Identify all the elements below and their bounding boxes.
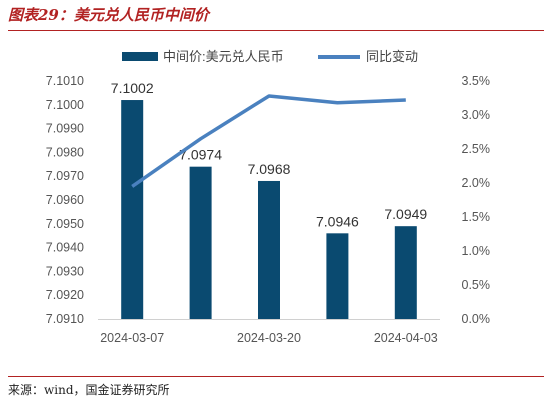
y-left-tick-label: 7.0920 [46,288,84,302]
bar-data-label: 7.0968 [248,161,291,177]
bar [326,233,349,319]
x-tick-label: 2024-04-03 [374,331,438,345]
legend-line-label: 同比变动 [366,49,418,64]
y-right-tick-label: 0.5% [462,278,491,292]
bar-data-label: 7.0949 [384,206,427,222]
legend-bar-label: 中间价:美元兑人民币 [163,49,284,64]
y-left-tick-label: 7.1000 [46,98,84,112]
y-left-tick-label: 7.0930 [46,264,84,278]
y-left-tick-label: 7.0980 [46,145,84,159]
axes: 7.0910 7.0920 7.0930 7.0940 7.0950 7.0960 7.09… [46,74,490,345]
title-divider [8,30,544,31]
bar [258,180,280,319]
bar-data-label: 7.0946 [316,213,359,229]
y-left-tick-label: 7.0950 [46,217,84,231]
x-tick-label: 2024-03-20 [237,331,301,345]
y-left-tick-label: 7.0960 [46,193,84,207]
legend: 中间价:美元兑人民币 同比变动 [122,49,418,64]
bar-series [121,100,417,319]
y-right-tick-label: 0.0% [462,312,491,326]
x-tick-label: 2024-03-07 [100,331,164,345]
y-right-tick-label: 3.0% [462,108,491,122]
y-right-tick-label: 2.0% [462,176,491,190]
bar [121,100,144,319]
y-left-tick-label: 7.0990 [46,122,84,136]
y-right-tick-label: 3.5% [462,74,491,88]
bar-data-label: 7.0974 [179,147,222,163]
line-series [131,94,406,188]
bar [394,226,417,319]
legend-bar-swatch [122,52,158,61]
y-left-tick-label: 7.0970 [46,169,84,183]
y-left-tick-label: 7.0940 [46,241,84,255]
y-left-tick-label: 7.0910 [46,312,84,326]
source-note: 来源：wind，国金证券研究所 [8,383,170,397]
y-right-tick-label: 2.5% [462,142,491,156]
bar-data-labels: 7.1002 7.0974 7.0968 7.0946 7.0949 [111,80,428,229]
source-divider [8,376,544,377]
y-right-tick-label: 1.0% [462,244,491,258]
y-left-tick-label: 7.1010 [46,74,84,88]
bar-data-label: 7.1002 [111,80,154,96]
y-right-tick-label: 1.5% [462,210,491,224]
bar [189,166,212,319]
figure-title: 图表29：美元兑人民币中间价 [8,6,209,24]
